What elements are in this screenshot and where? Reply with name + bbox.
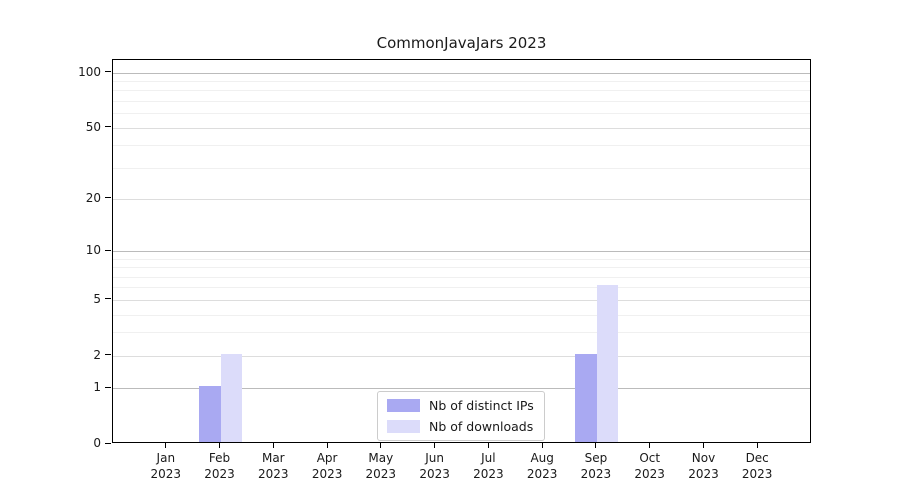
x-tick-may <box>380 443 382 448</box>
y-tick-0 <box>105 442 111 444</box>
x-tick-label-dec: Dec 2023 <box>725 450 789 482</box>
x-tick-label-oct: Oct 2023 <box>618 450 682 482</box>
x-tick-label-nov: Nov 2023 <box>672 450 736 482</box>
x-tick-label-sep: Sep 2023 <box>564 450 628 482</box>
legend-label-distinct-ips: Nb of distinct IPs <box>429 398 534 413</box>
x-tick-month-feb: Feb <box>208 451 231 465</box>
y-major-gridline-20 <box>113 198 810 200</box>
x-tick-year-apr: 2023 <box>311 467 343 481</box>
legend: Nb of distinct IPs Nb of downloads <box>377 391 545 441</box>
x-tick-jul <box>487 443 489 448</box>
x-tick-month-mar: Mar <box>261 451 285 465</box>
x-tick-month-jun: Jun <box>425 451 444 465</box>
x-tick-year-feb: 2023 <box>204 467 235 481</box>
x-tick-nov <box>703 443 704 448</box>
y-tick-1 <box>105 386 111 388</box>
x-tick-label-feb: Feb 2023 <box>188 450 252 482</box>
y-minor-gridline-9 <box>113 258 810 260</box>
x-tick-month-oct: Oct <box>639 451 661 465</box>
y-tick-100 <box>105 71 111 72</box>
y-minor-gridline-40 <box>113 145 810 147</box>
x-tick-feb <box>219 443 220 448</box>
x-tick-aug <box>541 443 543 448</box>
y-tick-label-10: 10 <box>85 243 101 257</box>
y-tick-label-0: 0 <box>93 436 101 450</box>
y-minor-gridline-60 <box>113 113 810 115</box>
x-tick-year-dec: 2023 <box>741 467 773 481</box>
y-minor-gridline-7 <box>113 276 810 278</box>
y-minor-gridline-3 <box>113 332 810 334</box>
x-tick-mar <box>272 443 274 448</box>
y-minor-gridline-6 <box>113 287 810 289</box>
x-tick-label-may: May 2023 <box>349 450 413 482</box>
y-major-gridline-1 <box>113 388 810 390</box>
x-tick-month-sep: Sep <box>584 451 608 465</box>
y-major-gridline-2 <box>113 355 810 357</box>
y-minor-gridline-80 <box>113 90 810 92</box>
x-tick-jan <box>165 443 167 448</box>
legend-item-distinct-ips: Nb of distinct IPs <box>387 398 535 413</box>
x-tick-oct <box>649 443 651 448</box>
x-tick-year-aug: 2023 <box>526 467 558 481</box>
x-tick-dec <box>756 443 758 448</box>
y-minor-gridline-30 <box>113 167 810 169</box>
x-tick-month-nov: Nov <box>691 451 716 465</box>
bar-feb-distinct-ips <box>199 386 221 442</box>
x-tick-month-jul: Jul <box>481 451 496 465</box>
y-tick-label-5: 5 <box>93 291 101 306</box>
x-tick-apr <box>326 443 328 448</box>
x-tick-year-jul: 2023 <box>473 467 504 481</box>
y-major-gridline-10 <box>113 251 810 252</box>
y-tick-50 <box>105 126 111 127</box>
y-minor-gridline-4 <box>113 314 810 316</box>
y-tick-label-2: 2 <box>93 347 101 362</box>
bar-sep-distinct-ips <box>575 353 597 442</box>
legend-item-downloads: Nb of downloads <box>387 419 535 434</box>
y-major-gridline-50 <box>113 127 810 129</box>
plot-area <box>112 59 811 443</box>
bar-sep-downloads <box>596 285 619 442</box>
y-major-gridline-5 <box>113 299 810 301</box>
legend-label-downloads: Nb of downloads <box>429 419 534 434</box>
x-tick-month-aug: Aug <box>530 451 554 465</box>
y-tick-10 <box>105 249 111 251</box>
y-major-gridline-100 <box>113 72 810 74</box>
legend-swatch-downloads <box>387 420 420 433</box>
y-minor-gridline-90 <box>113 80 810 82</box>
x-tick-label-jun: Jun 2023 <box>403 450 467 482</box>
x-tick-year-sep: 2023 <box>580 467 612 481</box>
x-tick-sep <box>595 443 597 448</box>
x-tick-label-aug: Aug 2023 <box>510 450 574 482</box>
x-tick-year-may: 2023 <box>365 467 397 481</box>
x-tick-month-jan: Jan <box>156 451 176 465</box>
y-tick-2 <box>105 354 111 356</box>
x-tick-year-jun: 2023 <box>419 467 450 481</box>
y-tick-20 <box>105 197 111 199</box>
y-minor-gridline-8 <box>113 267 810 269</box>
y-tick-label-20: 20 <box>85 190 101 205</box>
x-tick-label-mar: Mar 2023 <box>241 450 305 482</box>
y-tick-label-100: 100 <box>78 64 101 79</box>
y-tick-5 <box>105 298 111 300</box>
x-tick-label-jul: Jul 2023 <box>456 450 520 482</box>
x-tick-month-may: May <box>368 451 394 465</box>
y-minor-gridline-70 <box>113 100 810 102</box>
x-tick-jun <box>434 443 436 448</box>
x-tick-year-oct: 2023 <box>634 467 665 481</box>
legend-swatch-distinct-ips <box>387 399 420 412</box>
x-tick-label-jan: Jan 2023 <box>134 450 198 482</box>
x-tick-month-dec: Dec <box>745 451 769 465</box>
x-tick-label-apr: Apr 2023 <box>295 450 359 482</box>
x-tick-month-apr: Apr <box>316 451 338 465</box>
y-tick-label-50: 50 <box>85 119 101 134</box>
x-tick-year-nov: 2023 <box>688 467 719 481</box>
chart-title: CommonJavaJars 2023 <box>376 34 547 52</box>
x-tick-year-mar: 2023 <box>258 467 289 481</box>
x-tick-year-jan: 2023 <box>150 467 182 481</box>
bar-feb-downloads <box>220 353 242 442</box>
y-tick-label-1: 1 <box>93 380 101 395</box>
